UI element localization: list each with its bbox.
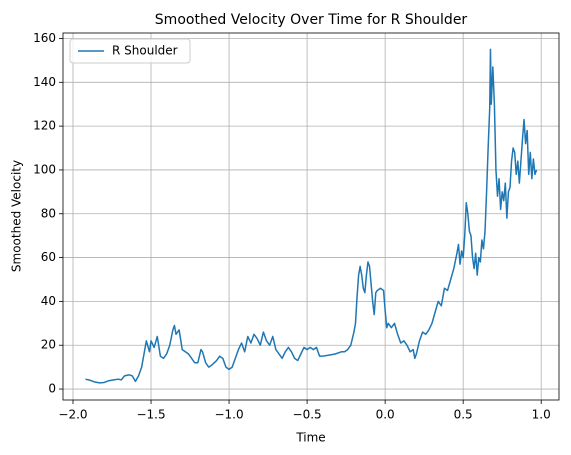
y-tick-label: 80 bbox=[41, 206, 56, 220]
data-line bbox=[85, 48, 538, 384]
axes-frame bbox=[62, 32, 560, 401]
y-tick-label: 100 bbox=[33, 162, 56, 176]
x-tick-label: −1.0 bbox=[214, 408, 243, 422]
x-tick-label: −2.0 bbox=[58, 408, 87, 422]
y-tick-label: 40 bbox=[41, 294, 56, 308]
legend-box bbox=[69, 38, 191, 64]
y-axis-label: Smoothed Velocity bbox=[10, 160, 24, 272]
legend-label: R Shoulder bbox=[112, 44, 178, 58]
y-tick-label: 140 bbox=[33, 75, 56, 89]
x-tick-label: 0.0 bbox=[376, 408, 395, 422]
y-tick-label: 0 bbox=[48, 382, 56, 396]
x-tick-label: 0.5 bbox=[454, 408, 473, 422]
x-axis-label: Time bbox=[295, 431, 325, 445]
x-tick-label: 1.0 bbox=[532, 408, 551, 422]
x-tick-label: −1.5 bbox=[136, 408, 165, 422]
y-tick-label: 60 bbox=[41, 250, 56, 264]
y-tick-label: 160 bbox=[33, 31, 56, 45]
x-tick-label: −0.5 bbox=[293, 408, 322, 422]
y-tick-label: 20 bbox=[41, 338, 56, 352]
y-tick-label: 120 bbox=[33, 119, 56, 133]
chart-title: Smoothed Velocity Over Time for R Should… bbox=[155, 12, 468, 28]
